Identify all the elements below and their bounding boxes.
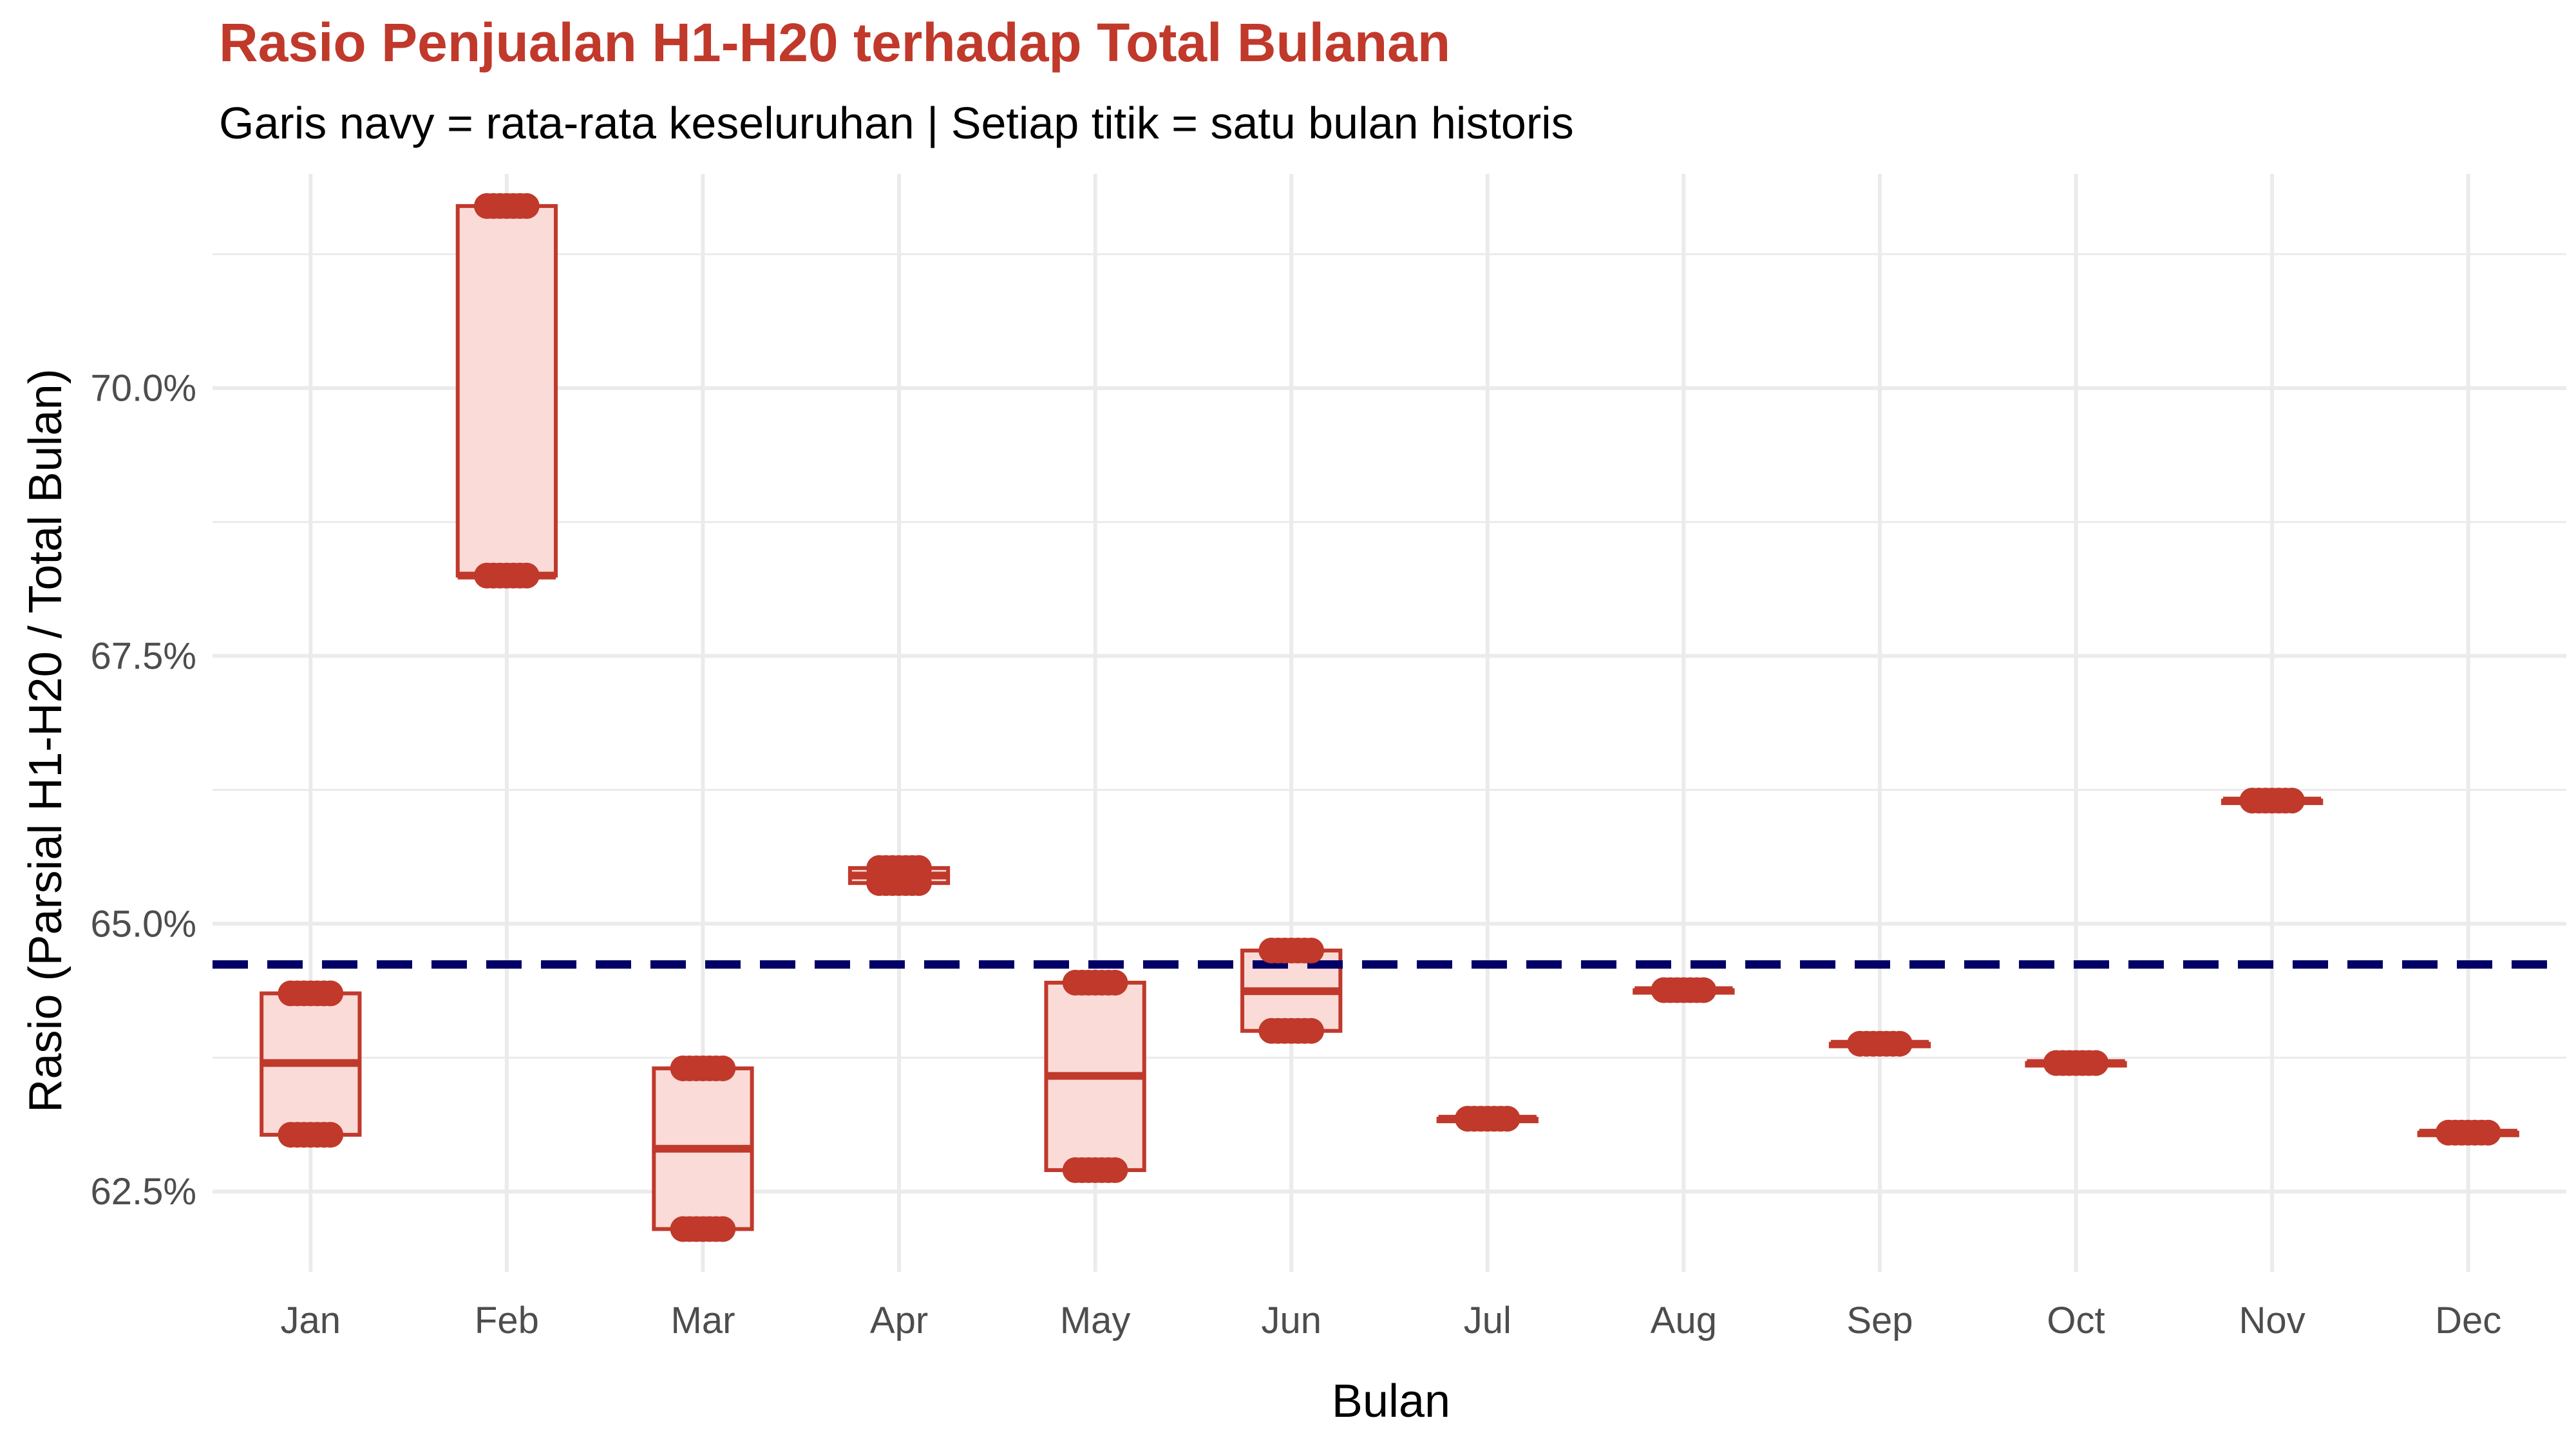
axes: 62.5% 65.0% 67.5% 70.0% Jan Feb Mar Apr May Jun Ju…: [91, 368, 2502, 1341]
x-tick-label: Mar: [671, 1300, 735, 1341]
chart-title: Rasio Penjualan H1-H20 terhadap Total Bu…: [219, 12, 1450, 73]
x-tick-label: Feb: [475, 1300, 539, 1341]
x-tick-label: Aug: [1651, 1300, 1717, 1341]
data-point-mar: [710, 1055, 736, 1081]
x-tick-label: May: [1060, 1300, 1131, 1341]
data-point-may: [1102, 969, 1128, 996]
data-point-nov: [2278, 788, 2305, 814]
data-point-feb: [513, 562, 540, 589]
x-tick-label: Jun: [1261, 1300, 1321, 1341]
y-tick-label: 70.0%: [91, 368, 196, 410]
x-tick-label: Oct: [2047, 1300, 2105, 1341]
data-point-jun: [1298, 937, 1325, 963]
chart-subtitle: Garis navy = rata-rata keseluruhan | Set…: [219, 98, 1574, 148]
x-tick-label: Jan: [281, 1300, 341, 1341]
data-point-aug: [1690, 977, 1717, 1003]
data-point-sep: [1886, 1030, 1913, 1057]
data-point-jan: [317, 1122, 344, 1148]
y-tick-label: 67.5%: [91, 636, 196, 677]
x-tick-label: Nov: [2239, 1300, 2306, 1341]
x-tick-label: Dec: [2435, 1300, 2501, 1341]
x-axis-label: Bulan: [1332, 1376, 1450, 1427]
data-point-mar: [710, 1216, 736, 1242]
points: [278, 193, 2501, 1242]
data-point-jan: [317, 980, 344, 1007]
data-point-feb: [513, 193, 540, 219]
grid: [213, 174, 2566, 1272]
data-point-apr: [905, 855, 932, 881]
y-axis-label: Rasio (Parsial H1-H20 / Total Bulan): [20, 368, 71, 1112]
x-tick-label: Apr: [870, 1300, 928, 1341]
y-tick-label: 65.0%: [91, 903, 196, 945]
boxes: [260, 204, 2519, 1231]
data-point-dec: [2475, 1119, 2501, 1146]
data-point-jun: [1298, 1018, 1325, 1044]
y-tick-label: 62.5%: [91, 1171, 196, 1213]
x-tick-label: Jul: [1464, 1300, 1511, 1341]
data-point-jul: [1494, 1106, 1520, 1132]
data-point-oct: [2083, 1050, 2109, 1076]
box-feb: [455, 204, 558, 578]
x-tick-label: Sep: [1846, 1300, 1913, 1341]
data-point-may: [1102, 1157, 1128, 1183]
